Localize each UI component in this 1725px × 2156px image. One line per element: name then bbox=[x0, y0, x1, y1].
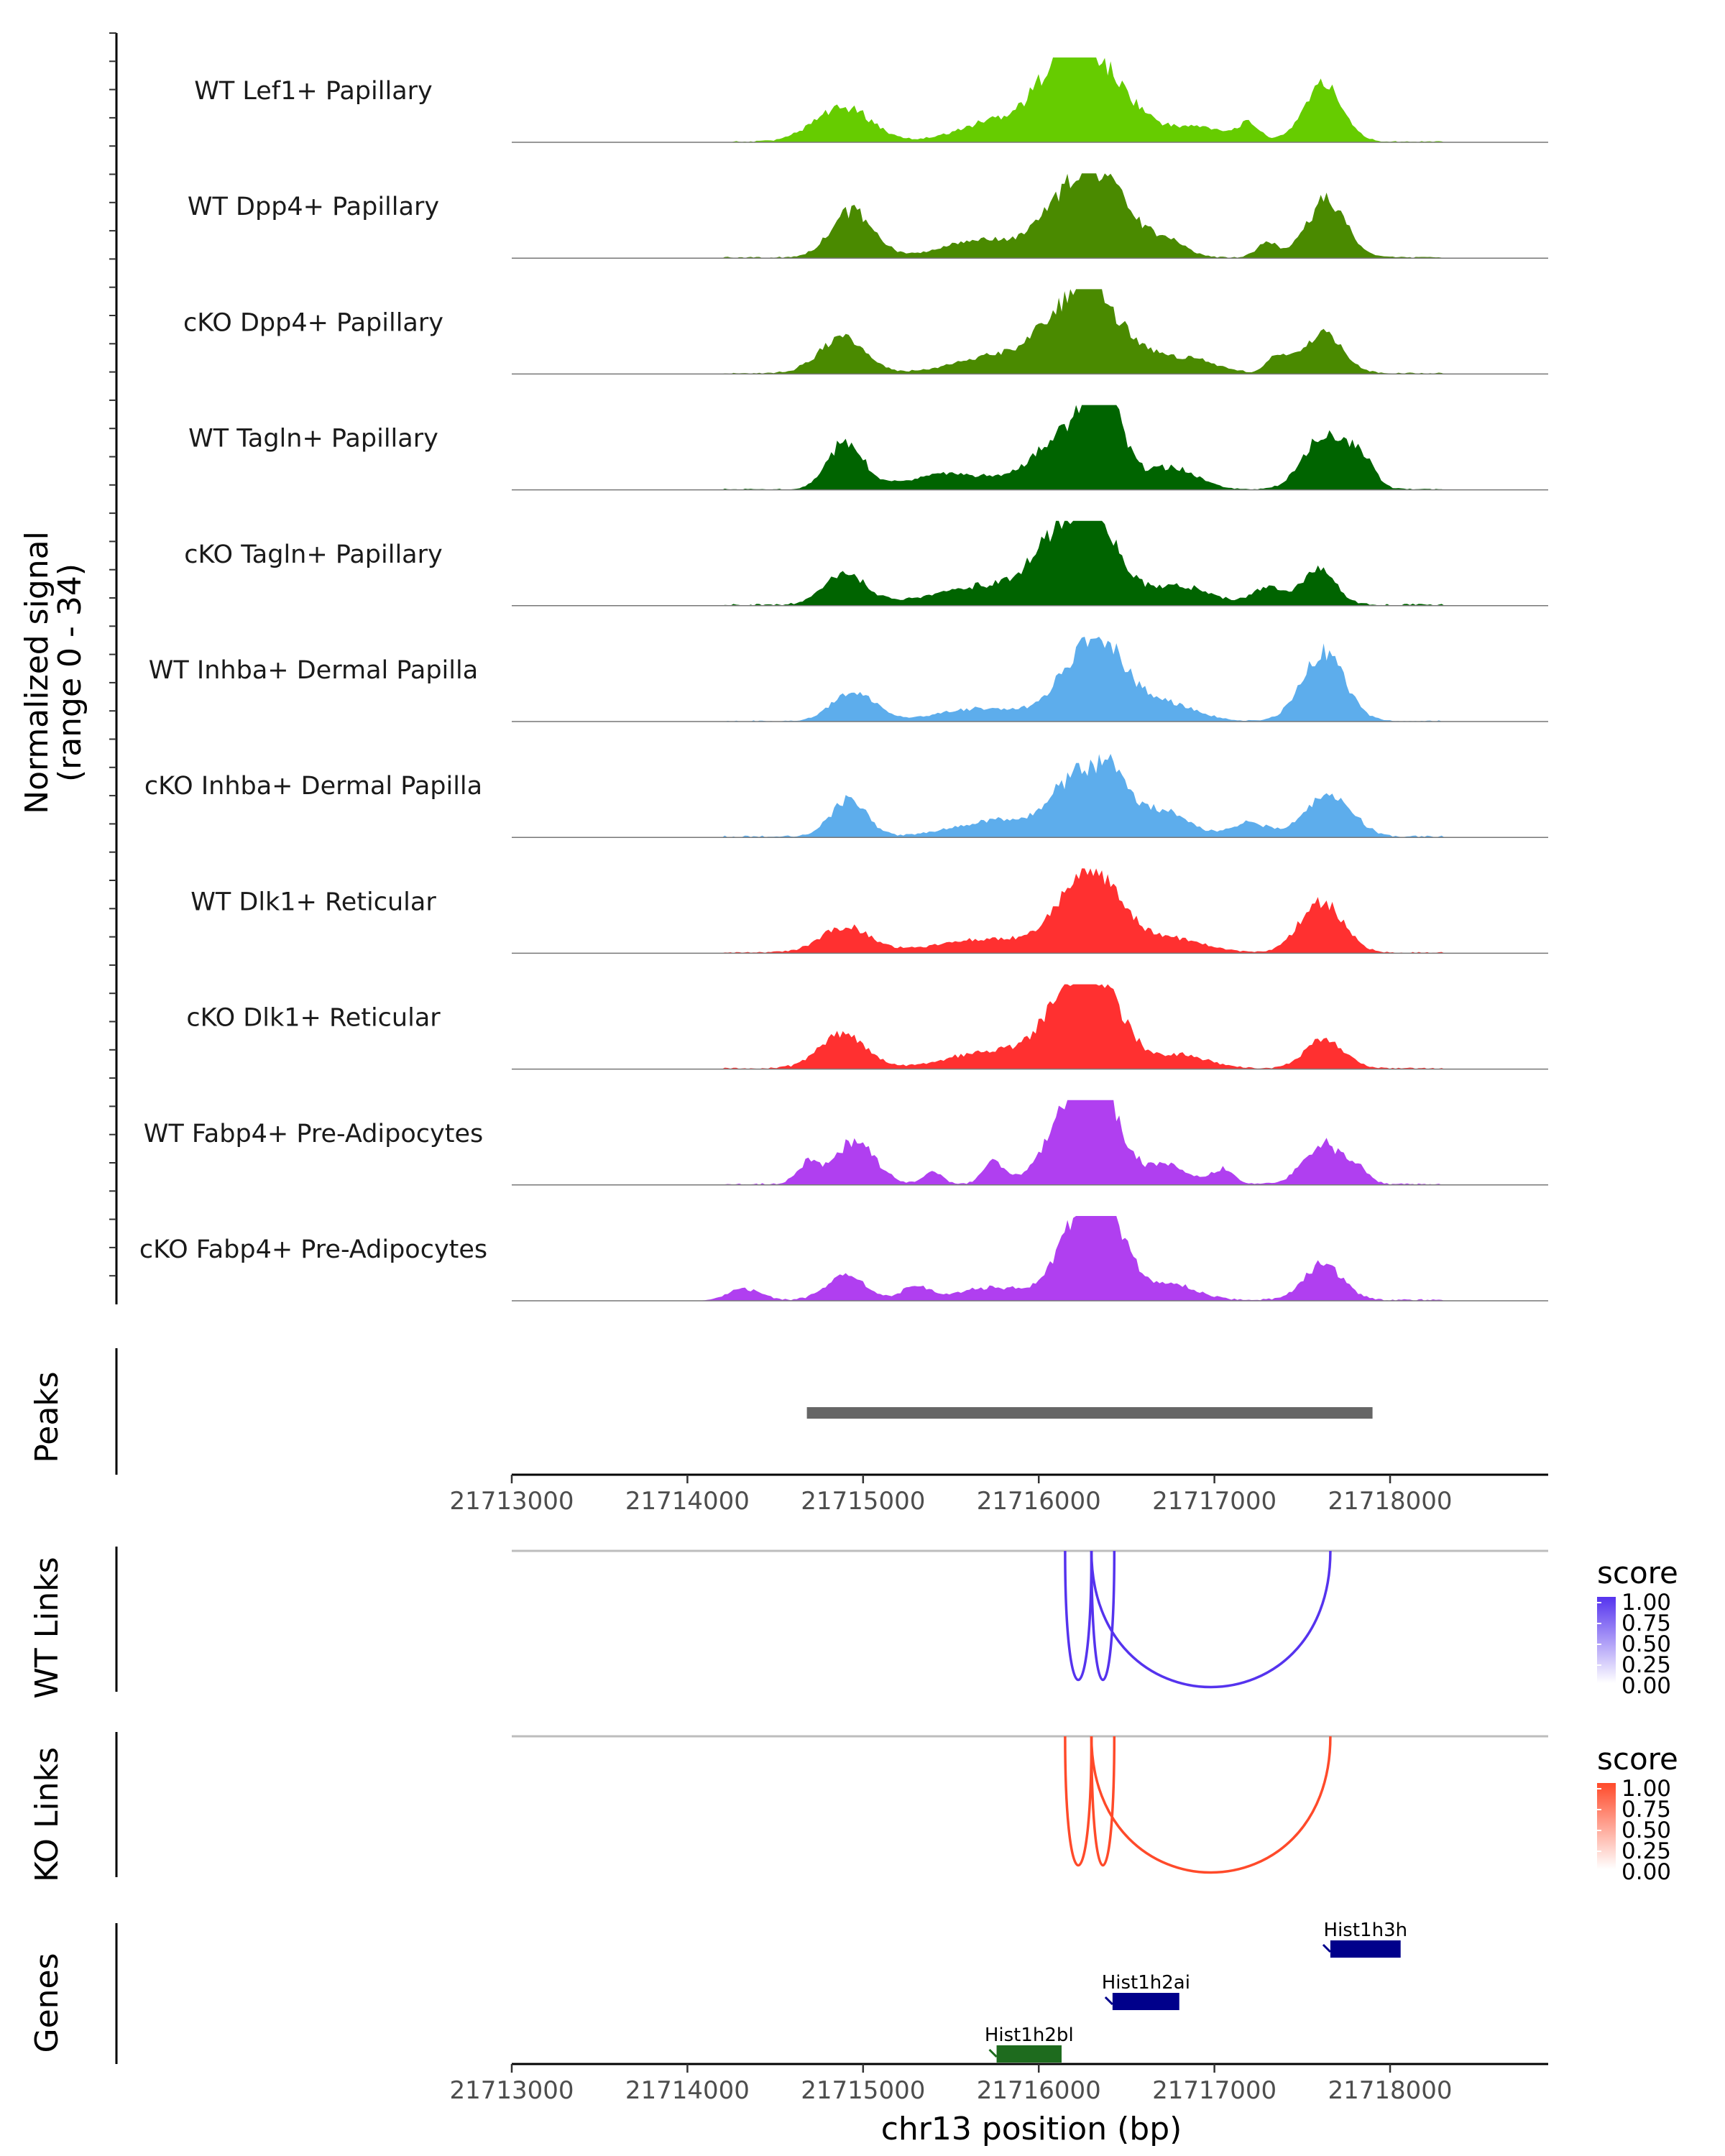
legend-tick-label: 0.00 bbox=[1622, 1859, 1671, 1885]
gene-strand-mark bbox=[1322, 1943, 1331, 1953]
coverage-track-label: WT Fabp4+ Pre-Adipocytes bbox=[144, 1120, 483, 1148]
x-tick-label: 21717000 bbox=[1152, 2076, 1276, 2105]
coverage-track-label: cKO Tagln+ Papillary bbox=[184, 540, 443, 569]
x-tick-label: 21714000 bbox=[625, 1487, 750, 1516]
coverage-track-label: cKO Dpp4+ Papillary bbox=[183, 308, 443, 337]
y-axis-title: Normalized signal bbox=[19, 531, 55, 814]
gene-body bbox=[996, 2045, 1062, 2063]
x-tick-label: 21717000 bbox=[1152, 1487, 1276, 1516]
coverage-track-label: WT Lef1+ Papillary bbox=[194, 77, 433, 106]
legend-tick-label: 0.25 bbox=[1622, 1838, 1671, 1864]
x-tick-label: 21713000 bbox=[449, 1487, 574, 1516]
ko-legend-title: score bbox=[1597, 1741, 1678, 1777]
score-legends: 1.000.750.500.250.001.000.750.500.250.00 bbox=[1597, 1590, 1671, 1885]
gene-label: Hist1h3h bbox=[1324, 1920, 1408, 1941]
coverage-area-1 bbox=[512, 57, 1548, 142]
genes-track-label: Genes bbox=[29, 1953, 65, 2053]
link-arc bbox=[1090, 1550, 1116, 1681]
coverage-track-label: cKO Fabp4+ Pre-Adipocytes bbox=[139, 1235, 487, 1264]
gene-strand-mark bbox=[988, 2048, 998, 2058]
genes-track: Hist1h3h Hist1h2ai Hist1h2bl bbox=[115, 1920, 1408, 2064]
legend-tick-label: 1.00 bbox=[1622, 1776, 1671, 1802]
x-axis-title: chr13 position (bp) bbox=[881, 2111, 1182, 2147]
coverage-area-2 bbox=[512, 173, 1548, 259]
x-axis-upper: 21713000 21714000 21715000 21716000 21717000… bbox=[449, 1473, 1548, 1516]
coverage-track-label: WT Dpp4+ Papillary bbox=[188, 193, 439, 221]
link-tracks bbox=[115, 1547, 1548, 1877]
x-tick-label: 21718000 bbox=[1328, 1487, 1453, 1516]
coverage-area-11 bbox=[512, 1216, 1548, 1301]
gene-body bbox=[1112, 1993, 1179, 2010]
legend-tick-label: 0.75 bbox=[1622, 1611, 1671, 1636]
x-tick-label: 21713000 bbox=[449, 2076, 574, 2105]
wt-links-label: WT Links bbox=[29, 1557, 65, 1698]
coverage-track-label: WT Inhba+ Dermal Papilla bbox=[149, 656, 478, 685]
coverage-track-label: WT Tagln+ Papillary bbox=[188, 425, 438, 453]
legend-tick-label: 1.00 bbox=[1622, 1590, 1671, 1616]
gene-body bbox=[1330, 1940, 1401, 1958]
coverage-track-label: WT Dlk1+ Reticular bbox=[190, 888, 436, 916]
x-tick-label: 21716000 bbox=[977, 1487, 1101, 1516]
legend-colorbar bbox=[1597, 1783, 1616, 1869]
coverage-track-label: cKO Dlk1+ Reticular bbox=[186, 1004, 441, 1033]
coverage-area-8 bbox=[512, 868, 1548, 954]
coverage-area-5 bbox=[512, 520, 1548, 606]
x-axis-lower: 21713000 21714000 21715000 21716000 21717000… bbox=[449, 2063, 1548, 2105]
x-tick-label: 21715000 bbox=[801, 1487, 925, 1516]
ko-links-label: KO Links bbox=[29, 1747, 65, 1882]
legend-tick-label: 0.50 bbox=[1622, 1631, 1671, 1657]
coverage-area-9 bbox=[512, 984, 1548, 1069]
coverage-area-6 bbox=[512, 637, 1548, 722]
legend-tick-label: 0.75 bbox=[1622, 1797, 1671, 1823]
coverage-area-3 bbox=[512, 289, 1548, 374]
legend-colorbar bbox=[1597, 1597, 1616, 1683]
coverage-tracks: WT Lef1+ Papillary WT Dpp4+ Papillary cKO … bbox=[109, 32, 1548, 1304]
y-axis-subtitle: (range 0 - 34) bbox=[52, 563, 88, 782]
x-tick-label: 21716000 bbox=[977, 2076, 1101, 2105]
coverage-area-4 bbox=[512, 405, 1548, 490]
link-arc bbox=[1090, 1736, 1116, 1866]
link-arc bbox=[1064, 1736, 1093, 1866]
x-tick-label: 21715000 bbox=[801, 2076, 925, 2105]
peak-bar bbox=[806, 1407, 1373, 1419]
wt-legend-title: score bbox=[1597, 1555, 1678, 1590]
legend-tick-label: 0.50 bbox=[1622, 1818, 1671, 1843]
coverage-area-7 bbox=[512, 754, 1548, 838]
legend-tick-label: 0.25 bbox=[1622, 1652, 1671, 1678]
coverage-track-label: cKO Inhba+ Dermal Papilla bbox=[144, 772, 482, 801]
link-arc bbox=[1090, 1736, 1332, 1874]
link-arc bbox=[1064, 1550, 1093, 1681]
gene-label: Hist1h2bl bbox=[985, 2024, 1074, 2046]
peaks-track bbox=[115, 1348, 1373, 1475]
gene-strand-mark bbox=[1104, 1996, 1113, 2006]
x-tick-label: 21718000 bbox=[1328, 2076, 1453, 2105]
x-tick-label: 21714000 bbox=[625, 2076, 750, 2105]
peaks-track-label: Peaks bbox=[29, 1371, 65, 1462]
link-arc bbox=[1090, 1550, 1332, 1689]
coverage-area-10 bbox=[512, 1100, 1548, 1185]
gene-label: Hist1h2ai bbox=[1102, 1972, 1190, 1994]
legend-tick-label: 0.00 bbox=[1622, 1673, 1671, 1699]
